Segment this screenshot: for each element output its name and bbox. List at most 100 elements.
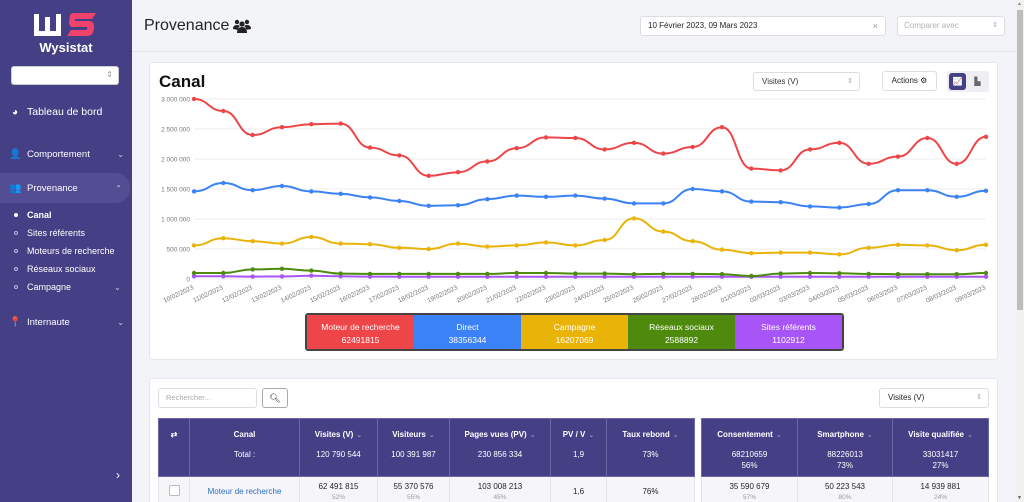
data-point	[367, 145, 373, 150]
page-scrollbar[interactable]: ▲ ▼	[1016, 0, 1024, 502]
sync-icon[interactable]: ⇄	[158, 418, 190, 477]
cell-pct: 57%	[742, 493, 756, 501]
legend-total: 1102912	[772, 335, 805, 345]
data-point	[837, 205, 842, 210]
data-point	[690, 271, 695, 277]
sidebar-item-internaute[interactable]: 📍 Internaute ⌄	[0, 307, 132, 337]
data-point	[837, 140, 842, 145]
total-value: 68210659 56%	[702, 449, 797, 471]
scrollbar-thumb[interactable]	[1017, 10, 1023, 310]
gear-icon: ⚙	[920, 76, 928, 85]
col-visites[interactable]: Visites (V) ⌄ 120 790 544	[299, 418, 378, 477]
col-taux-rebond[interactable]: Taux rebond ⌄ 73%	[606, 418, 695, 477]
data-point	[866, 201, 871, 207]
legend-item[interactable]: Campagne 16207069	[521, 315, 628, 349]
scroll-down-icon[interactable]: ▼	[1017, 495, 1022, 501]
data-point	[367, 271, 373, 277]
data-point	[983, 242, 989, 247]
sidebar-sub-moteurs[interactable]: Moteurs de recherche	[14, 246, 115, 256]
sort-chevron-icon: ⌄	[588, 432, 595, 439]
row-checkbox[interactable]	[168, 484, 180, 496]
col-canal[interactable]: Canal Total :	[189, 418, 300, 477]
x-tick-label: 15/02/2023	[309, 284, 342, 304]
sidebar-collapse-chevron-icon[interactable]: ›	[116, 468, 120, 482]
col-label: Visites (V)	[314, 430, 354, 439]
data-point	[250, 267, 255, 272]
cell-pct: 24%	[933, 493, 947, 501]
sidebar-item-provenance[interactable]: 👥 Provenance ⌃	[0, 173, 130, 203]
actions-button[interactable]: Actions ⚙	[882, 71, 937, 91]
data-point	[895, 242, 901, 247]
line-chart-icon[interactable]: 📈	[949, 73, 966, 90]
legend-item[interactable]: Réseaux sociaux 2588892	[628, 315, 735, 349]
total-number: 33031417	[922, 450, 959, 459]
data-point	[426, 246, 431, 252]
sidebar-item-dashboard[interactable]: ◕ Tableau de bord	[0, 97, 132, 127]
x-tick-label: 05/03/2023	[837, 284, 870, 304]
data-point	[221, 236, 226, 241]
sidebar-item-label: Internaute	[27, 316, 70, 328]
col-visiteurs[interactable]: Visiteurs ⌄ 100 391 987	[377, 418, 450, 477]
bullet-icon	[14, 231, 18, 235]
site-select[interactable]: ⇕	[11, 66, 119, 85]
data-point	[719, 272, 725, 277]
canal-cell: Moteur de recherche	[189, 476, 300, 502]
bar-chart-icon[interactable]: ▙	[974, 77, 981, 86]
col-visite-qualifiee[interactable]: Visite qualifiée ⌄ 33031417 27%	[892, 418, 989, 477]
sort-chevron-icon: ⌄	[428, 432, 435, 439]
sidebar-sub-reseaux[interactable]: Réseaux sociaux	[14, 264, 96, 274]
metric-select[interactable]: Visites (V) ⇕	[753, 72, 860, 91]
y-tick-label: 2 500 000	[161, 127, 190, 134]
top-bar: Provenance 10 Février 2023, 09 Mars 2023…	[132, 0, 1016, 52]
scroll-up-icon[interactable]: ▲	[1017, 1, 1022, 7]
data-point	[514, 193, 519, 198]
data-point	[221, 274, 226, 279]
col-pv-v[interactable]: PV / V ⌄ 1,9	[550, 418, 607, 477]
clear-icon[interactable]: ×	[872, 21, 878, 31]
data-point	[602, 237, 607, 243]
search-input[interactable]: Rechercher...	[158, 388, 257, 408]
totals-label: Total :	[233, 450, 256, 459]
total-pct: 73%	[836, 461, 853, 470]
col-label: Consentement	[717, 430, 773, 439]
data-point	[191, 96, 197, 102]
chevron-up-icon: ⌃	[115, 183, 122, 193]
visites-cell: 62 491 815 52%	[299, 476, 378, 502]
x-tick-label: 28/02/2023	[690, 284, 723, 304]
legend-item[interactable]: Moteur de recherche 62491815	[307, 315, 414, 349]
sidebar-item-label: Tableau de bord	[27, 106, 103, 118]
series-line	[194, 274, 986, 278]
data-point	[690, 144, 695, 150]
total-value: 100 391 987	[391, 450, 436, 459]
data-point	[397, 271, 402, 277]
sidebar-item-comportement[interactable]: 👤 Comportement ⌄	[0, 139, 132, 169]
compare-select[interactable]: Comparer avec ⇕	[897, 16, 1005, 36]
col-label: Pages vues (PV)	[464, 430, 527, 439]
search-button[interactable]: 🔍︎	[262, 388, 288, 408]
data-point	[455, 241, 461, 246]
data-point	[485, 244, 490, 249]
col-smartphone[interactable]: Smartphone ⌄ 88226013 73%	[797, 418, 893, 477]
bullet-icon	[14, 267, 18, 271]
legend-item[interactable]: Direct 38356344	[414, 315, 521, 349]
data-point	[309, 234, 314, 240]
data-point	[866, 245, 871, 250]
data-point	[719, 247, 725, 252]
data-point	[749, 273, 754, 279]
pie-chart-icon: ◕	[11, 106, 19, 118]
table-metric-select[interactable]: Visites (V) ⇕	[879, 388, 989, 408]
series-line	[193, 267, 987, 278]
data-point	[778, 250, 783, 255]
legend-item[interactable]: Sites référents 1102912	[735, 315, 842, 349]
sidebar-sub-campagne[interactable]: Campagne ⌄	[14, 282, 121, 292]
date-range-input[interactable]: 10 Février 2023, 09 Mars 2023 ×	[640, 16, 886, 36]
sidebar-sub-sites-referents[interactable]: Sites référents	[14, 228, 85, 238]
col-pages-vues[interactable]: Pages vues (PV) ⌄ 230 856 334	[449, 418, 551, 477]
data-point	[543, 270, 549, 276]
canal-link[interactable]: Moteur de recherche	[207, 487, 282, 496]
data-point	[309, 268, 314, 273]
col-consentement[interactable]: Consentement ⌄ 68210659 56%	[701, 418, 798, 477]
data-point	[719, 189, 725, 194]
data-point	[925, 188, 930, 193]
sidebar-sub-canal[interactable]: Canal	[14, 210, 52, 220]
